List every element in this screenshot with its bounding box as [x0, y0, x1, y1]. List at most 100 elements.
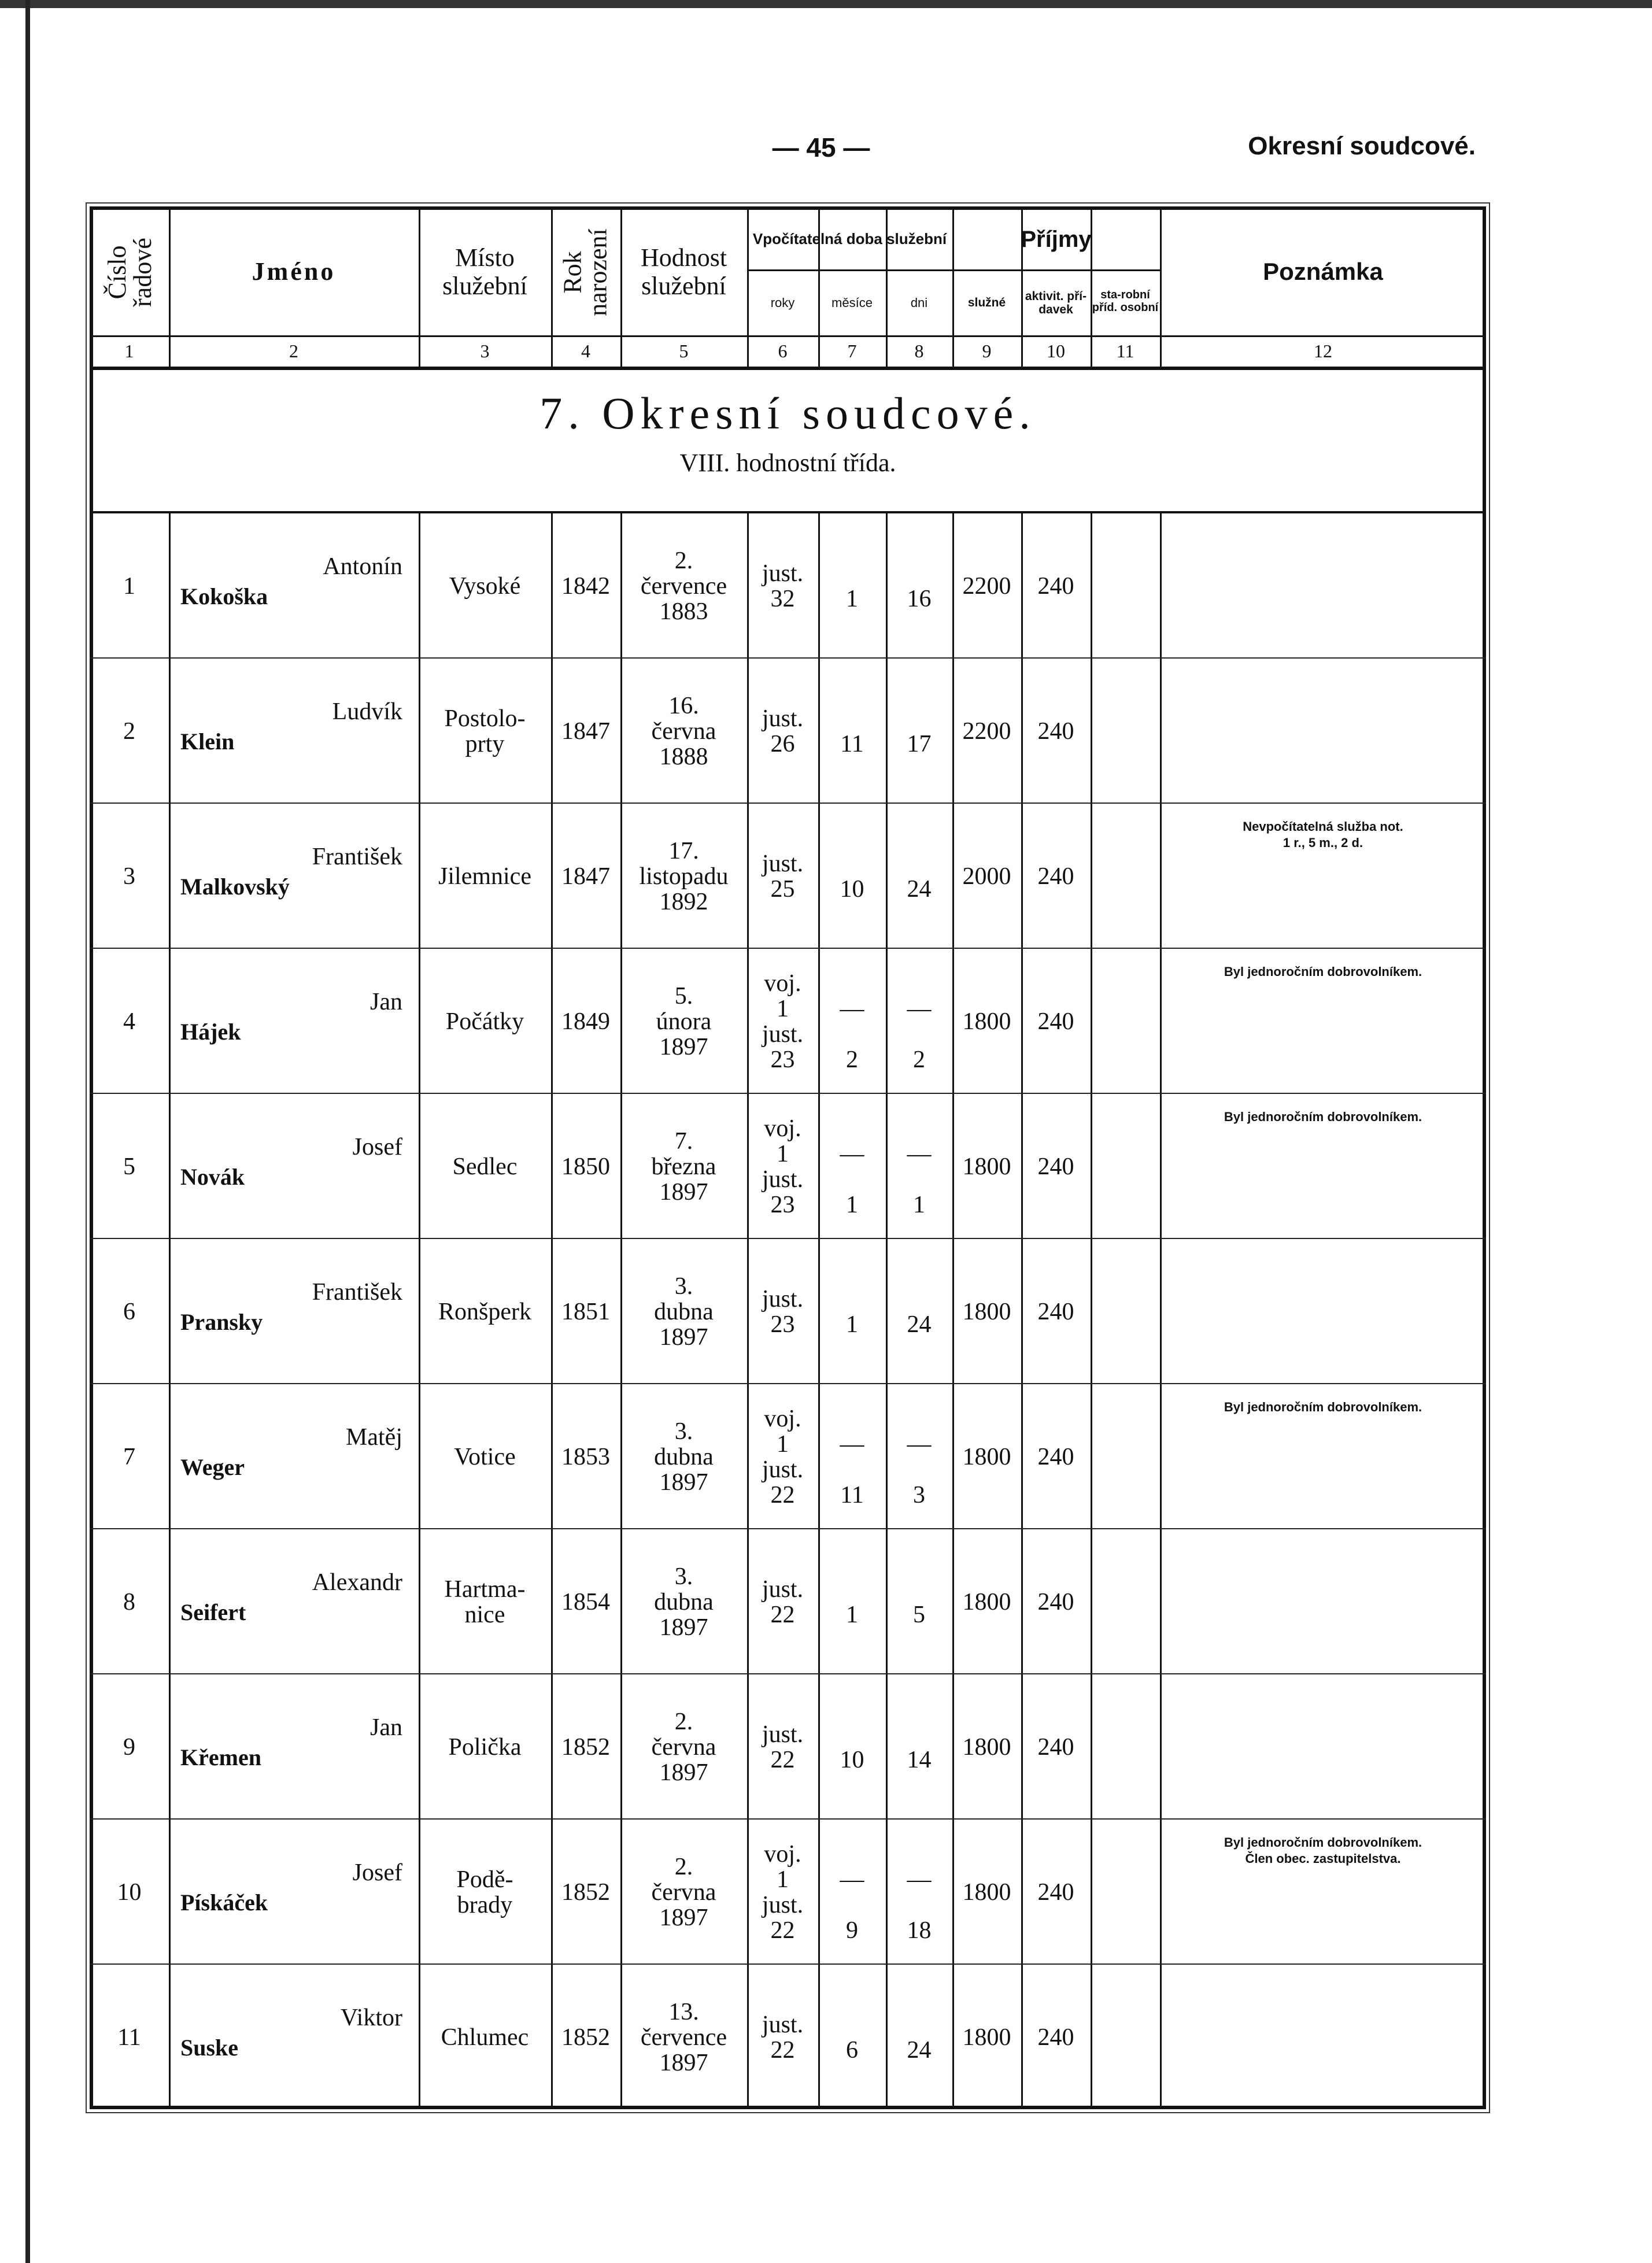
header-subrule: [747, 269, 1160, 271]
service-years-line: just.: [762, 1891, 804, 1918]
rank-date-cell: 2. června 1897: [620, 1820, 747, 1965]
column-rule: [419, 206, 420, 2109]
first-name: František: [312, 1279, 402, 1306]
note-line: Nevpočítatelná služba not.: [1243, 819, 1403, 834]
activity-allowance: 240: [1037, 1588, 1074, 1615]
row-divider: [90, 948, 1486, 949]
service-years-line: voj.: [764, 1115, 801, 1142]
surname: Seifert: [180, 1599, 246, 1625]
surname: Křemen: [180, 1744, 261, 1770]
service-days-line: 17: [907, 730, 932, 757]
rank-date-line: dubna: [654, 1588, 714, 1615]
note-line: Byl jednoročním dobrovolníkem.: [1224, 1835, 1422, 1850]
column-number: 2: [289, 341, 298, 362]
service-months-cell: 1: [818, 513, 886, 659]
birth-year-cell: 1851: [551, 1239, 620, 1384]
service-years-line: just.: [762, 560, 804, 587]
age-allowance-cell: [1091, 1239, 1160, 1384]
place-line: Votice: [454, 1443, 516, 1470]
rank-date-line: 1897: [659, 1033, 708, 1060]
service-years-line: voj.: [764, 1840, 801, 1868]
service-months-line: —: [840, 1140, 864, 1167]
note-line: 1 r., 5 m., 2 d.: [1283, 835, 1363, 850]
note-line: Byl jednoročním dobrovolníkem.: [1224, 1110, 1422, 1124]
rank-date-line: 1892: [659, 888, 708, 915]
birth-year: 1850: [561, 1153, 610, 1180]
place-line: Postolo-: [444, 705, 526, 732]
activity-allowance-cell: 240: [1021, 1239, 1091, 1384]
rank-date-line: 17.: [668, 837, 699, 864]
rank-date-line: 1897: [659, 2049, 708, 2076]
page-number: — 45 —: [772, 132, 870, 162]
activity-allowance: 240: [1037, 1879, 1074, 1906]
header-col-place: Místo služební: [442, 243, 527, 300]
column-number: 12: [1314, 341, 1332, 362]
activity-allowance: 240: [1037, 1298, 1074, 1325]
rank-date-line: července: [640, 572, 727, 600]
salary: 1800: [962, 1443, 1011, 1470]
rank-date-line: 1897: [659, 1178, 708, 1206]
rank-date-line: 1888: [659, 743, 708, 770]
surname: Pískáček: [180, 1889, 268, 1916]
first-name: Jan: [370, 989, 402, 1015]
table-row: 7 Matěj Weger Votice 1853 3. dubna 1897 voj. 1 jus…: [90, 1384, 1486, 1529]
place-cell: Jilemnice: [419, 804, 551, 949]
service-months-line: 6: [846, 2036, 858, 2064]
rank-date-cell: 3. dubna 1897: [620, 1239, 747, 1384]
birth-year: 1852: [561, 1733, 610, 1761]
rank-date-line: dubna: [654, 1298, 714, 1325]
service-years-line: 1: [777, 1866, 789, 1893]
birth-year-cell: 1853: [551, 1384, 620, 1529]
service-years-line: voj.: [764, 1405, 801, 1432]
row-number: 6: [123, 1298, 135, 1325]
place-line: brady: [457, 1891, 513, 1918]
salary-cell: 1800: [952, 1820, 1021, 1965]
birth-year: 1847: [561, 718, 610, 745]
service-days-cell: —2: [886, 949, 952, 1094]
salary: 1800: [962, 1153, 1011, 1180]
table-row: 8 Alexandr Seifert Hartma-nice 1854 3. dubna 18…: [90, 1529, 1486, 1674]
surname: Klein: [180, 729, 235, 755]
note-cell: Byl jednoročním dobrovolníkem.: [1160, 949, 1486, 1094]
activity-allowance-cell: 240: [1021, 949, 1091, 1094]
column-number: 3: [480, 341, 490, 362]
row-number: 4: [123, 1008, 135, 1035]
service-days-cell: 17: [886, 659, 952, 804]
place-line: Počátky: [445, 1008, 524, 1035]
place-cell: Počátky: [419, 949, 551, 1094]
salary-cell: 1800: [952, 949, 1021, 1094]
row-number: 5: [123, 1153, 135, 1180]
table-row: 6 František Pransky Ronšperk 1851 3. dubna 1897…: [90, 1239, 1486, 1384]
rank-date-line: 13.: [668, 1998, 699, 2025]
age-allowance-cell: [1091, 1820, 1160, 1965]
note-cell: [1160, 1674, 1486, 1820]
rank-date-cell: 3. dubna 1897: [620, 1384, 747, 1529]
place-cell: Hartma-nice: [419, 1529, 551, 1674]
name-cell: Jan Křemen: [169, 1674, 419, 1820]
birth-year-cell: 1842: [551, 513, 620, 659]
service-days-line: 14: [907, 1746, 932, 1773]
age-allowance-cell: [1091, 1384, 1160, 1529]
row-divider: [90, 657, 1486, 659]
header-col-rank: Hodnost služební: [640, 243, 727, 300]
column-number: 1: [124, 341, 134, 362]
rank-date-cell: 7. března 1897: [620, 1094, 747, 1239]
activity-allowance-cell: 240: [1021, 1529, 1091, 1674]
place-line: Hartma-: [444, 1576, 526, 1603]
activity-allowance: 240: [1037, 1443, 1074, 1470]
age-allowance-cell: [1091, 949, 1160, 1094]
service-months-line: —: [840, 995, 864, 1022]
service-days-line: —: [907, 995, 932, 1022]
note-line: Byl jednoročním dobrovolníkem.: [1224, 1400, 1422, 1414]
table-row: 11 Viktor Suske Chlumec 1852 13. července 1897 j…: [90, 1965, 1486, 2110]
row-number: 7: [123, 1443, 135, 1470]
table-outer-frame: [86, 202, 1490, 2113]
service-years-line: 23: [770, 1191, 795, 1218]
rank-date-line: 1897: [659, 1323, 708, 1351]
section-subtitle: VIII. hodnostní třída.: [679, 449, 896, 477]
salary-cell: 2200: [952, 659, 1021, 804]
service-days-line: 16: [907, 585, 932, 612]
salary: 1800: [962, 1733, 1011, 1761]
activity-allowance: 240: [1037, 863, 1074, 890]
row-number: 9: [123, 1733, 135, 1761]
